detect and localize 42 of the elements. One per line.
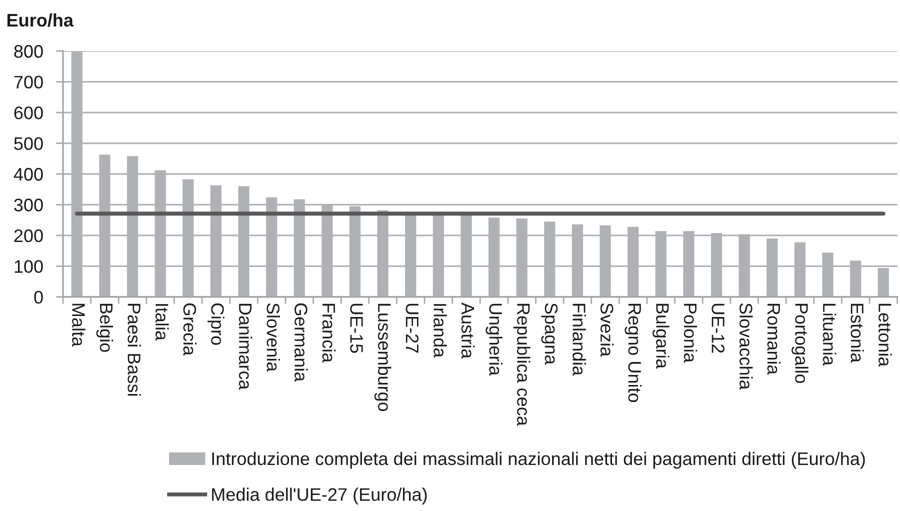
x-tick-label: Francia xyxy=(322,304,336,363)
x-tick-label: Polonia xyxy=(684,304,698,363)
x-tick-label: UE-27 xyxy=(406,304,419,353)
x-tick-label: Regno Unito xyxy=(624,304,642,402)
y-tick-label: 700 xyxy=(14,76,43,89)
x-tick-label: Bulgaria xyxy=(652,304,670,369)
x-tick-label: Malta xyxy=(72,304,86,347)
x-tick-label: Finlandia xyxy=(572,304,586,376)
x-tick-label: Slovacchia xyxy=(740,303,753,390)
y-tick-label: 300 xyxy=(14,198,43,212)
x-tick-label: Irlanda xyxy=(434,304,447,358)
y-tick-label: 600 xyxy=(14,106,43,120)
y-tick-label: 800 xyxy=(14,45,43,58)
x-tick-label: Svezia xyxy=(600,303,614,357)
x-tick-label: UE-12 xyxy=(712,304,724,353)
x-tick-label: Ungheria xyxy=(486,304,502,376)
x-tick-label: Austria xyxy=(461,302,475,359)
x-tick-label: Republica ceca xyxy=(513,304,530,426)
y-tick-label: 100 xyxy=(14,260,43,273)
x-tick-label: Danimarca xyxy=(238,304,252,390)
x-tick-label: Romania xyxy=(767,304,781,375)
x-tick-label: Slovenia xyxy=(266,303,280,372)
legend-label: Media dell'UE-27 (Euro/ha) xyxy=(212,488,427,504)
x-tick-label: Paesi Bassi xyxy=(128,304,141,396)
y-tick-label: 200 xyxy=(14,229,43,242)
x-tick-label: Germania xyxy=(294,303,308,382)
y-tick-label: 0 xyxy=(34,290,43,304)
x-tick-label: Estonia xyxy=(850,304,864,363)
y-tick-label: 500 xyxy=(14,137,43,150)
legend-label: Introduzione completa dei massimali nazionali netti dei pagamenti diretti (Euro/ha) xyxy=(212,452,865,469)
x-tick-label: Italia xyxy=(155,304,169,341)
x-tick-label: Lettonia xyxy=(878,304,892,367)
x-tick-label: Spagna xyxy=(541,303,558,365)
x-tick-label: Cipro xyxy=(208,303,224,345)
x-tick-label: UE-15 xyxy=(350,304,363,353)
y-axis-title: Euro/ha xyxy=(7,13,74,27)
x-tick-label: Grecia xyxy=(183,303,197,356)
x-tick-label: Belgio xyxy=(96,304,114,352)
x-tick-label: Portogallo xyxy=(792,304,808,383)
x-tick-label: Lussemburgo xyxy=(374,304,392,412)
x-tick-label: Lituania xyxy=(822,304,836,366)
y-tick-label: 400 xyxy=(14,168,43,181)
